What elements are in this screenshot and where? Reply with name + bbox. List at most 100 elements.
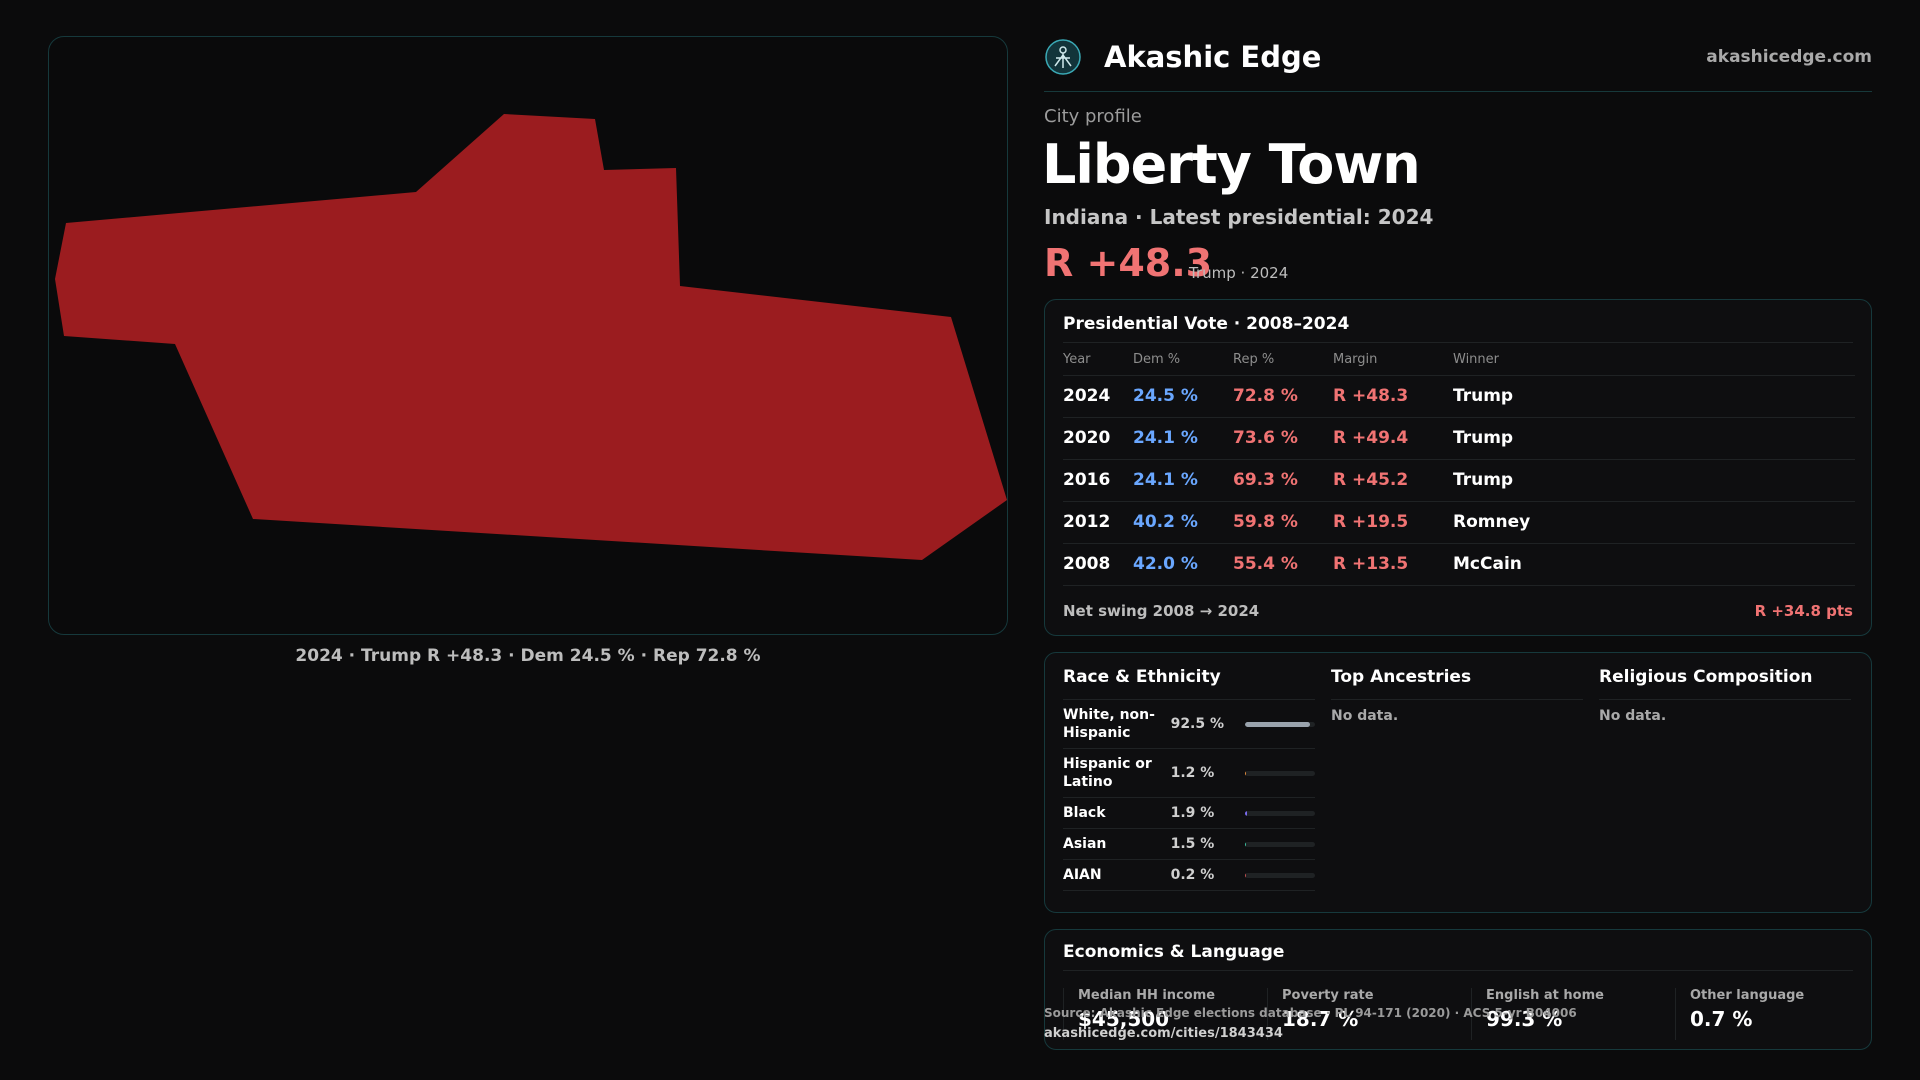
year-cell: 2024 xyxy=(1063,375,1133,418)
brand-url-link[interactable]: akashicedge.com xyxy=(1706,47,1872,67)
stat-value: 99.3 % xyxy=(1486,1007,1563,1031)
brand-header: Akashic Edge akashicedge.com xyxy=(1044,38,1872,92)
stat-label: English at home xyxy=(1486,988,1604,1003)
rep-cell: 69.3 % xyxy=(1233,459,1333,502)
race-name: Hispanic or Latino xyxy=(1063,756,1152,790)
race-name: AIAN xyxy=(1063,867,1102,883)
race-share-fill xyxy=(1245,770,1247,776)
presidential-table: Year Dem % Rep % Margin Winner 2024 24.5… xyxy=(1063,344,1855,586)
column-header-dem: Dem % xyxy=(1133,344,1233,376)
race-name: Black xyxy=(1063,805,1106,821)
table-row: 2016 24.1 % 69.3 % R +45.2 Trump xyxy=(1063,459,1855,502)
stat-english-at-home: English at home 99.3 % xyxy=(1471,988,1661,1040)
stat-value: 0.7 % xyxy=(1690,1007,1753,1031)
rep-cell: 59.8 % xyxy=(1233,501,1333,544)
stat-value: 18.7 % xyxy=(1282,1007,1359,1031)
margin-cell: R +48.3 xyxy=(1333,375,1453,418)
race-section-title: Race & Ethnicity xyxy=(1063,667,1221,687)
column-header-year: Year xyxy=(1063,344,1133,376)
table-row: 2012 40.2 % 59.8 % R +19.5 Romney xyxy=(1063,501,1855,544)
rep-cell: 72.8 % xyxy=(1233,375,1333,418)
race-name: Asian xyxy=(1063,836,1107,852)
demographics-card: Race & Ethnicity White, non-Hispanic 92.5… xyxy=(1044,652,1872,913)
winner-cell: Trump xyxy=(1453,459,1855,502)
net-swing-label: Net swing 2008 → 2024 xyxy=(1063,602,1260,620)
brand-name[interactable]: Akashic Edge xyxy=(1104,40,1322,74)
religion-section: Religious Composition No data. xyxy=(1599,667,1851,724)
dem-cell: 42.0 % xyxy=(1133,543,1233,586)
race-ethnicity-section: Race & Ethnicity White, non-Hispanic 92.5… xyxy=(1063,667,1315,891)
latest-margin-note: Trump · 2024 xyxy=(1189,264,1289,282)
page-subtitle: Indiana · Latest presidential: 2024 xyxy=(1044,205,1434,229)
margin-cell: R +45.2 xyxy=(1333,459,1453,502)
rep-cell: 55.4 % xyxy=(1233,543,1333,586)
race-value: 1.5 % xyxy=(1170,836,1215,852)
column-header-winner: Winner xyxy=(1453,344,1855,376)
race-value: 0.2 % xyxy=(1170,867,1215,883)
race-name: White, non-Hispanic xyxy=(1063,707,1155,741)
winner-cell: Romney xyxy=(1453,501,1855,544)
card-divider xyxy=(1063,342,1853,343)
header-divider xyxy=(1044,91,1872,92)
table-header-row: Year Dem % Rep % Margin Winner xyxy=(1063,344,1855,376)
table-row: 2008 42.0 % 55.4 % R +13.5 McCain xyxy=(1063,543,1855,586)
year-cell: 2020 xyxy=(1063,417,1133,460)
page-kicker: City profile xyxy=(1044,106,1142,127)
net-swing-value: R +34.8 pts xyxy=(1754,602,1853,620)
winner-cell: Trump xyxy=(1453,417,1855,460)
ancestries-empty-text: No data. xyxy=(1331,708,1399,724)
economics-card-title: Economics & Language xyxy=(1063,942,1285,962)
stat-other-language: Other language 0.7 % xyxy=(1675,988,1865,1040)
section-divider xyxy=(1599,699,1851,700)
section-divider xyxy=(1063,699,1315,700)
stat-label: Median HH income xyxy=(1078,988,1216,1003)
race-value: 92.5 % xyxy=(1170,716,1225,732)
winner-cell: McCain xyxy=(1453,543,1855,586)
stat-median-income: Median HH income $45,500 xyxy=(1063,988,1253,1040)
race-row: Black 1.9 % xyxy=(1063,798,1315,829)
margin-cell: R +19.5 xyxy=(1333,501,1453,544)
race-share-fill xyxy=(1245,721,1310,727)
race-value: 1.9 % xyxy=(1170,805,1215,821)
race-share-bar xyxy=(1245,841,1315,847)
source-note: Source: Akashic Edge elections database … xyxy=(1044,1006,1577,1020)
city-boundary-shape[interactable] xyxy=(55,114,1007,560)
ancestries-section-title: Top Ancestries xyxy=(1331,667,1472,687)
race-share-fill xyxy=(1245,841,1247,847)
race-value: 1.2 % xyxy=(1170,765,1215,781)
race-share-bar xyxy=(1245,721,1315,727)
economics-card: Economics & Language Median HH income $4… xyxy=(1044,929,1872,1050)
race-share-bar xyxy=(1245,872,1315,878)
religion-empty-text: No data. xyxy=(1599,708,1667,724)
religion-section-title: Religious Composition xyxy=(1599,667,1813,687)
winner-cell: Trump xyxy=(1453,375,1855,418)
dem-cell: 24.5 % xyxy=(1133,375,1233,418)
margin-cell: R +13.5 xyxy=(1333,543,1453,586)
year-cell: 2016 xyxy=(1063,459,1133,502)
race-share-bar xyxy=(1245,770,1315,776)
race-row: Hispanic or Latino 1.2 % xyxy=(1063,749,1315,798)
table-row: 2020 24.1 % 73.6 % R +49.4 Trump xyxy=(1063,417,1855,460)
rep-cell: 73.6 % xyxy=(1233,417,1333,460)
column-header-rep: Rep % xyxy=(1233,344,1333,376)
dem-cell: 24.1 % xyxy=(1133,459,1233,502)
akashic-edge-logo-icon[interactable] xyxy=(1044,38,1082,76)
dem-cell: 40.2 % xyxy=(1133,501,1233,544)
year-cell: 2012 xyxy=(1063,501,1133,544)
presidential-vote-card: Presidential Vote · 2008–2024 Year Dem %… xyxy=(1044,299,1872,636)
table-row: 2024 24.5 % 72.8 % R +48.3 Trump xyxy=(1063,375,1855,418)
stat-label: Other language xyxy=(1690,988,1805,1003)
presidential-card-title: Presidential Vote · 2008–2024 xyxy=(1063,314,1350,334)
city-map-panel[interactable] xyxy=(48,36,1008,635)
section-divider xyxy=(1331,699,1583,700)
margin-cell: R +49.4 xyxy=(1333,417,1453,460)
city-boundary-map xyxy=(55,114,1007,560)
race-row: White, non-Hispanic 92.5 % xyxy=(1063,700,1315,749)
race-share-bar xyxy=(1245,810,1315,816)
stat-poverty-rate: Poverty rate 18.7 % xyxy=(1267,988,1457,1040)
ancestries-section: Top Ancestries No data. xyxy=(1331,667,1583,724)
card-divider xyxy=(1063,970,1853,971)
source-url-link[interactable]: akashicedge.com/cities/1843434 xyxy=(1044,1026,1283,1041)
stat-label: Poverty rate xyxy=(1282,988,1374,1003)
map-caption: 2024 · Trump R +48.3 · Dem 24.5 % · Rep … xyxy=(295,646,761,666)
